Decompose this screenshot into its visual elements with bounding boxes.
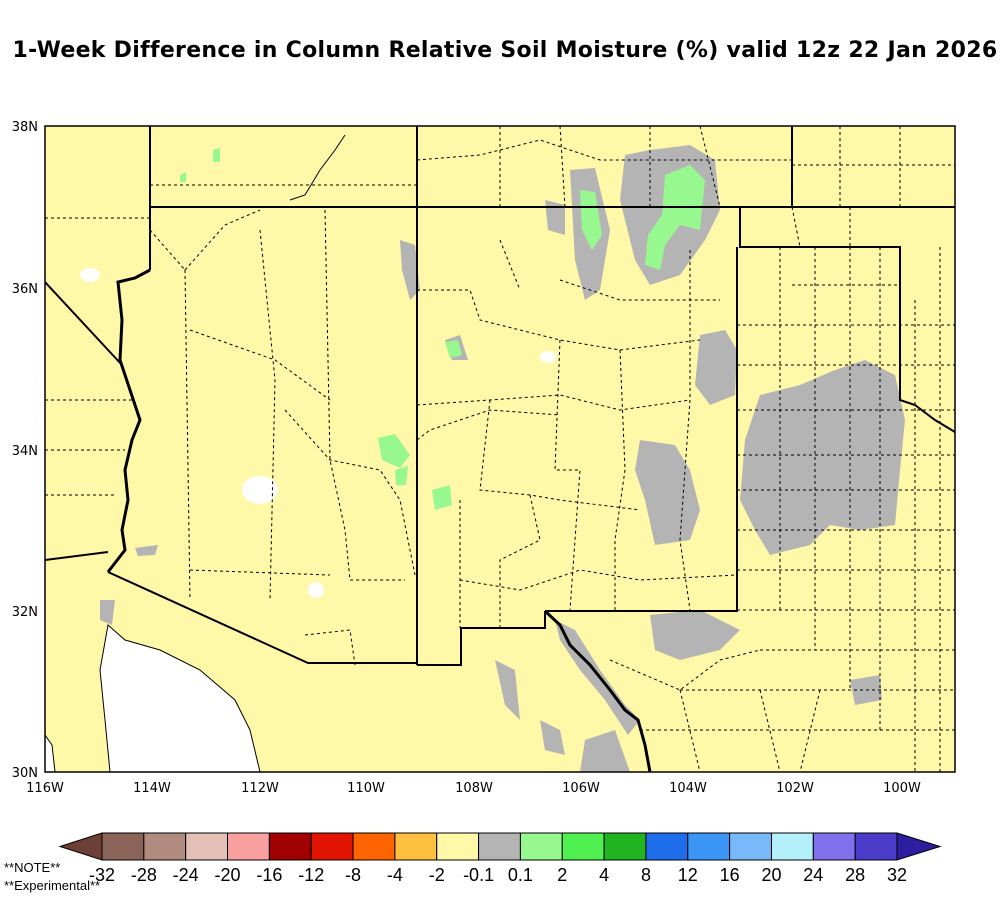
colorbar-swatch: [478, 832, 521, 861]
colorbar-swatch: [603, 832, 647, 861]
colorbar-label: -8: [345, 865, 361, 885]
colorbar-label: 12: [678, 865, 698, 885]
colorbar-swatch: [770, 832, 814, 861]
lat-tick: 32N: [12, 605, 38, 620]
gulf-of-california: [99, 624, 261, 772]
colorbar: -32 -28 -24 -20 -16 -12 -8 -4 -2 -0.1 0.1 2 4 8 12 16 20…: [58, 832, 942, 885]
no-data-patch: [308, 582, 324, 598]
colorbar-label: -4: [387, 865, 403, 885]
colorbar-swatch: [561, 832, 605, 861]
colorbar-swatch: [519, 832, 563, 861]
colorbar-label: 28: [845, 865, 865, 885]
colorbar-swatch: [687, 832, 731, 861]
colorbar-label: -32: [89, 865, 115, 885]
colorbar-swatch: [143, 832, 187, 861]
map-frame: [44, 125, 956, 773]
colorbar-swatch: [812, 832, 856, 861]
colorbar-swatch: [729, 832, 772, 861]
colorbar-label: 8: [641, 865, 651, 885]
colorbar-swatch: [185, 832, 229, 861]
colorbar-swatch: [394, 832, 438, 861]
colorbar-swatch: [645, 832, 689, 861]
colorbar-label: -0.1: [463, 865, 494, 885]
lake-powell: [289, 134, 346, 201]
lon-tick: 110W: [347, 781, 385, 796]
colorbar-swatch: [227, 832, 270, 861]
lon-tick: 108W: [455, 781, 493, 796]
colorbar-label: 2: [557, 865, 567, 885]
colorbar-label: 4: [599, 865, 609, 885]
colorbar-swatch: [310, 832, 354, 861]
colorbar-label: -20: [215, 865, 241, 885]
colorbar-label: 16: [720, 865, 740, 885]
no-data-patch: [540, 351, 556, 363]
wet-areas: [180, 148, 705, 510]
lon-tick: 114W: [133, 781, 171, 796]
colorbar-label: -28: [131, 865, 157, 885]
colorbar-swatch: [854, 832, 898, 861]
colorbar-label: -12: [298, 865, 324, 885]
no-data-patch: [242, 476, 278, 504]
lat-axis: 38N 36N 34N 32N 30N: [12, 120, 38, 781]
lon-tick: 102W: [776, 781, 814, 796]
lon-tick: 104W: [669, 781, 707, 796]
lat-tick: 34N: [12, 444, 38, 459]
experimental-label: **Experimental**: [4, 878, 101, 893]
colorbar-swatch: [352, 832, 396, 861]
colorbar-low-arrow: [58, 832, 103, 861]
lat-tick: 30N: [12, 766, 38, 781]
lat-tick: 38N: [12, 120, 38, 135]
lat-tick: 36N: [12, 282, 38, 297]
colorbar-high-arrow: [896, 832, 942, 861]
colorbar-swatch: [101, 832, 145, 861]
lon-tick: 116W: [26, 781, 64, 796]
lon-tick: 112W: [241, 781, 279, 796]
pacific-coast: [45, 734, 56, 772]
lon-tick: 100W: [883, 781, 921, 796]
note-label: **NOTE**: [4, 860, 61, 875]
colorbar-label: 24: [803, 865, 823, 885]
colorbar-swatch: [268, 832, 312, 861]
colorbar-swatch: [436, 832, 480, 861]
map-title: 1-Week Difference in Column Relative Soi…: [12, 38, 998, 63]
colorbar-label: -16: [256, 865, 282, 885]
colorbar-label: -24: [173, 865, 199, 885]
lon-axis: 116W 114W 112W 110W 108W 106W 104W 102W …: [26, 781, 921, 796]
colorbar-label: 32: [887, 865, 907, 885]
lon-tick: 106W: [562, 781, 600, 796]
state-borders: [45, 126, 955, 666]
no-data-patch: [80, 268, 100, 282]
colorbar-label: 20: [761, 865, 781, 885]
colorbar-label: 0.1: [508, 865, 533, 885]
rivers-borders: [106, 268, 652, 772]
county-lines: [45, 126, 955, 772]
colorbar-label: -2: [429, 865, 445, 885]
